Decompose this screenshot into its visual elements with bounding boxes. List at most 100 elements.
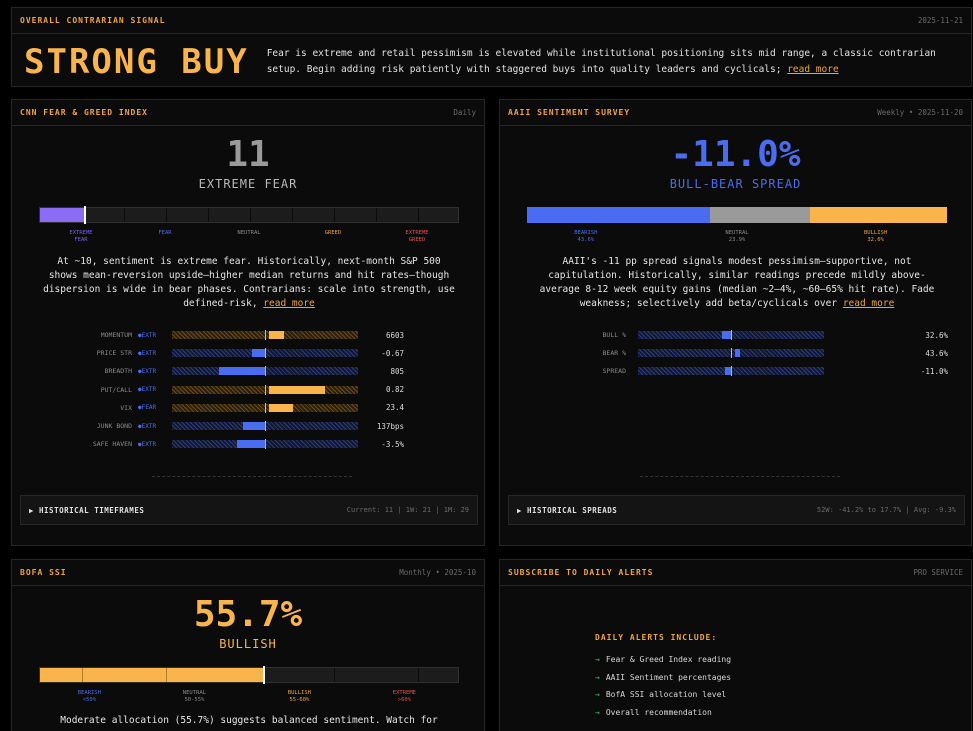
metric-bar-fill <box>268 403 293 412</box>
alert-list-item: → Fear & Greed Index reading <box>595 655 731 664</box>
gauge-fill-divider <box>166 668 167 682</box>
metric-value: -3.5% <box>381 439 404 449</box>
historical-timeframes-summary: Current: 11 | 1W: 21 | 1M: 29 <box>346 506 469 514</box>
metric-name: JUNK BOND <box>96 422 132 430</box>
gauge-marker <box>262 666 265 684</box>
metric-bar <box>172 384 358 395</box>
metric-name: PRICE STR <box>96 349 132 358</box>
metric-bar <box>638 330 824 340</box>
metric-bar-center <box>265 366 266 377</box>
metric-value: 0.82 <box>385 385 404 395</box>
overall-description: Fear is extreme and retail pessimism is … <box>267 46 959 78</box>
metric-bar <box>638 348 824 359</box>
metric-row: SAFE HAVEN ●EXTR -3.5% <box>72 438 404 450</box>
alert-list-item: → AAII Sentiment percentages <box>595 673 731 682</box>
metric-value: 23.4 <box>385 403 404 413</box>
overall-signal: STRONG BUY <box>24 42 249 82</box>
fear-greed-scale-labels: EXTREME FEAR FEAR NEUTRAL GREED EXTREME GREED <box>39 230 459 244</box>
gauge-segment-divider <box>334 668 335 682</box>
fear-greed-frequency: Daily <box>453 108 476 117</box>
metric-row: PRICE STR ●EXTR -0.67 <box>72 347 404 359</box>
metric-tag: ●EXTR <box>138 422 157 430</box>
aaii-neutral-value: 23.9% <box>728 237 746 243</box>
historical-spreads-toggle[interactable]: ▶ HISTORICAL SPREADS 52W: -41.2% to 17.7… <box>508 495 965 525</box>
metric-bar-fill <box>242 422 265 430</box>
gauge-marker <box>84 206 87 224</box>
bofa-title: BOFA SSI <box>20 568 67 577</box>
overall-date: 2025-11-21 <box>917 16 963 25</box>
arrow-icon: → <box>595 690 600 699</box>
gauge-segment-divider <box>292 208 293 222</box>
metric-row: SPREAD -11.0% <box>566 365 948 377</box>
overall-text: Fear is extreme and retail pessimism is … <box>266 48 936 75</box>
fear-greed-gauge <box>39 206 459 224</box>
metric-tag: ●EXTR <box>138 386 157 394</box>
aaii-desc-text: AAII's -11 pp spread signals modest pess… <box>539 256 935 309</box>
metric-bar <box>172 330 358 340</box>
bofa-description: Moderate allocation (55.7%) suggests bal… <box>42 714 456 728</box>
alert-list-item: → BofA SSI allocation level <box>595 690 726 699</box>
gauge-segment-divider <box>166 208 167 222</box>
gauge-scale-label: FEAR <box>158 230 172 236</box>
metric-bar-fill <box>721 331 731 339</box>
metric-bar-fill <box>734 349 741 358</box>
metric-name: BEAR % <box>602 349 626 358</box>
bofa-ssi-panel: BOFA SSI Monthly • 2025-10 55.7% BULLISH… <box>11 559 485 731</box>
aaii-header: AAII SENTIMENT SURVEY Weekly • 2025-11-2… <box>500 100 971 126</box>
divider <box>640 476 840 477</box>
alert-list-item: → Overall recommendation <box>595 708 712 717</box>
metric-tag: ●EXTR <box>138 367 157 375</box>
gauge-scale-label: EXTREME >60% <box>392 690 416 703</box>
fear-greed-label: EXTREME FEAR <box>198 177 298 191</box>
aaii-neutral-label: NEUTRAL <box>725 230 749 236</box>
metric-row: VIX ●FEAR 23.4 <box>72 402 404 414</box>
overall-signal-panel: OVERALL CONTRARIAN SIGNAL 2025-11-21 STR… <box>11 7 972 87</box>
fear-greed-panel: CNN FEAR & GREED INDEX Daily 11 EXTREME … <box>11 99 485 546</box>
arrow-icon: → <box>595 707 600 717</box>
aaii-bearish-segment <box>527 207 711 223</box>
metric-bar <box>172 366 358 377</box>
metric-value: -0.67 <box>381 348 404 358</box>
metric-tag: ●EXTR <box>138 440 157 448</box>
metric-bar-center <box>731 348 732 359</box>
gauge-scale-label: BULLISH 55-60% <box>287 690 311 703</box>
metric-bar <box>172 348 358 359</box>
metric-bar-center <box>265 348 266 359</box>
gauge-scale-label: BEARISH <50% <box>77 690 101 703</box>
bofa-label: BULLISH <box>219 637 277 651</box>
aaii-distribution-bar <box>527 207 947 223</box>
metric-tag: ●FEAR <box>138 404 157 412</box>
metric-bar <box>638 366 824 377</box>
alert-item-text: AAII Sentiment percentages <box>605 672 732 682</box>
aaii-bearish-value: 43.6% <box>577 237 595 243</box>
historical-timeframes-label: ▶ HISTORICAL TIMEFRAMES <box>29 505 145 515</box>
aaii-title: AAII SENTIMENT SURVEY <box>508 108 631 117</box>
metric-value: 6603 <box>385 330 404 340</box>
metric-value: -11.0% <box>920 366 948 376</box>
alerts-header: SUBSCRIBE TO DAILY ALERTS PRO SERVICE <box>500 560 971 586</box>
bofa-gauge <box>39 666 459 684</box>
aaii-description: AAII's -11 pp spread signals modest pess… <box>530 255 944 311</box>
gauge-scale-label: EXTREME GREED <box>405 230 429 243</box>
subscribe-alerts-panel: SUBSCRIBE TO DAILY ALERTS PRO SERVICE DA… <box>499 559 972 731</box>
metric-name: BULL % <box>602 331 626 339</box>
fear-greed-description: At ~10, sentiment is extreme fear. Histo… <box>42 255 456 311</box>
metric-bar-center <box>265 421 266 431</box>
arrow-icon: → <box>595 655 600 664</box>
gauge-segment-divider <box>418 668 419 682</box>
aaii-read-more-link[interactable]: read more <box>842 298 895 309</box>
alerts-title: SUBSCRIBE TO DAILY ALERTS <box>508 568 654 577</box>
overall-read-more-link[interactable]: read more <box>787 64 839 75</box>
metric-row: JUNK BOND ●EXTR 137bps <box>72 420 404 432</box>
metric-bar-center <box>731 366 732 377</box>
metric-value: 43.6% <box>925 348 948 358</box>
metric-name: SPREAD <box>602 367 626 376</box>
historical-spreads-label: ▶ HISTORICAL SPREADS <box>517 505 618 515</box>
historical-timeframes-toggle[interactable]: ▶ HISTORICAL TIMEFRAMES Current: 11 | 1W… <box>20 495 478 525</box>
gauge-segment-divider <box>124 208 125 222</box>
metric-row: BREADTH ●EXTR 805 <box>72 365 404 377</box>
fear-greed-header: CNN FEAR & GREED INDEX Daily <box>12 100 484 126</box>
aaii-bullish-value: 32.6% <box>867 237 884 243</box>
fear-greed-read-more-link[interactable]: read more <box>263 298 315 309</box>
gauge-segment-divider <box>418 208 419 222</box>
